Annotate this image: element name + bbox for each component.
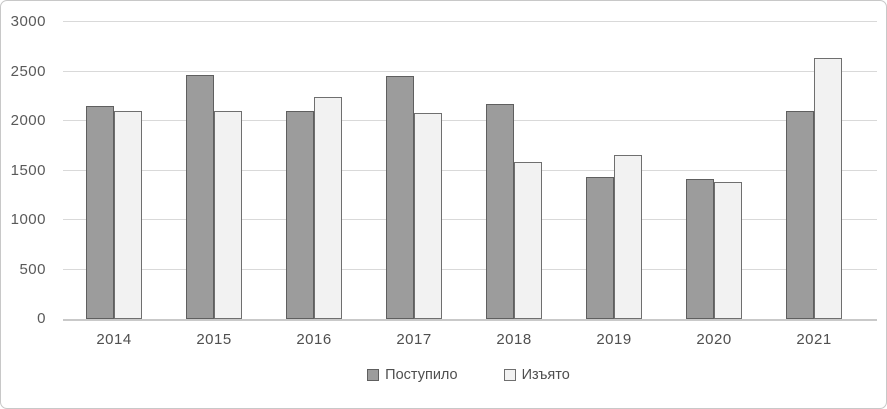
- gridline-1500: [63, 169, 877, 171]
- y-tick-label-3000: 3000: [10, 13, 46, 30]
- x-tick-label-2016: 2016: [296, 331, 332, 348]
- gridline-500: [63, 268, 877, 270]
- gridline-2500: [63, 70, 877, 72]
- legend-label-postupilo: Поступило: [385, 367, 458, 383]
- bar-postupilo-2020: [686, 179, 714, 319]
- bar-izyato-2015: [214, 111, 242, 319]
- legend-item-izyato: Изъято: [503, 367, 570, 383]
- bar-izyato-2020: [714, 182, 742, 319]
- legend-item-postupilo: Поступило: [367, 367, 458, 383]
- legend-marker-izyato-icon: [503, 369, 516, 381]
- bar-izyato-2017: [414, 113, 442, 319]
- bar-izyato-2021: [814, 58, 842, 319]
- y-tick-label-1000: 1000: [10, 211, 46, 228]
- bar-postupilo-2018: [486, 104, 514, 319]
- y-tick-label-1500: 1500: [10, 161, 46, 179]
- x-tick-label-2017: 2017: [396, 331, 432, 348]
- bar-postupilo-2015: [186, 75, 214, 319]
- x-axis-line: [63, 319, 877, 321]
- bar-izyato-2019: [614, 155, 642, 319]
- y-tick-label-500: 500: [19, 260, 46, 278]
- y-tick-label-2500: 2500: [10, 62, 46, 80]
- gridline-2000: [63, 120, 877, 121]
- bar-postupilo-2014: [86, 106, 114, 319]
- bar-postupilo-2019: [586, 177, 614, 319]
- x-tick-label-2020: 2020: [696, 331, 732, 348]
- legend-marker-postupilo-icon: [367, 369, 380, 381]
- bar-postupilo-2021: [786, 111, 814, 319]
- gridline-1000: [63, 219, 877, 220]
- gridline-3000: [63, 21, 877, 22]
- plot-area: [63, 21, 877, 321]
- bar-izyato-2018: [514, 162, 542, 319]
- x-tick-label-2014: 2014: [96, 331, 132, 348]
- x-tick-label-2021: 2021: [796, 331, 832, 348]
- y-tick-label-2000: 2000: [10, 112, 46, 129]
- legend: Поступило Изъято: [1, 367, 886, 383]
- bar-izyato-2016: [314, 97, 342, 319]
- x-tick-label-2015: 2015: [196, 331, 232, 348]
- x-tick-label-2018: 2018: [496, 331, 532, 348]
- bar-izyato-2014: [114, 111, 142, 319]
- y-tick-label-0: 0: [37, 310, 46, 327]
- bar-postupilo-2016: [286, 111, 314, 319]
- legend-label-izyato: Изъято: [521, 367, 570, 383]
- y-axis: 0 500 1000 1500 2000 2500 3000: [1, 1, 48, 408]
- x-tick-label-2019: 2019: [596, 331, 632, 348]
- bar-postupilo-2017: [386, 76, 414, 319]
